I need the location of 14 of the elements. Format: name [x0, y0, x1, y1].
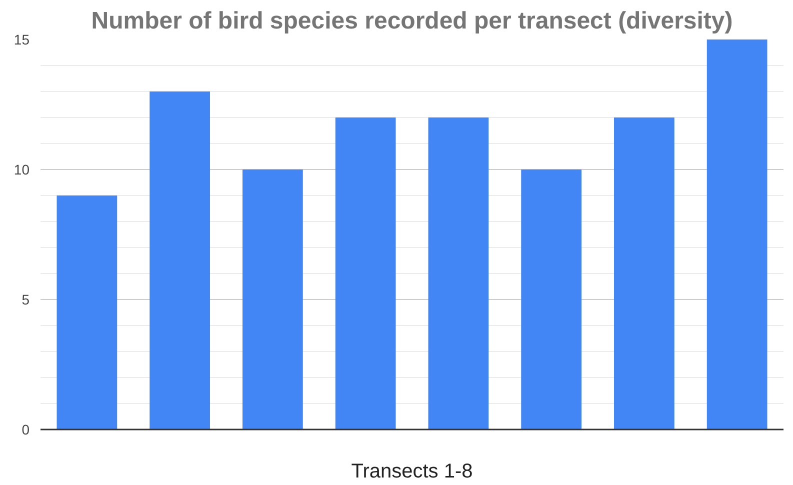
y-tick-label: 0: [22, 422, 30, 438]
chart-title: Number of bird species recorded per transect (diversity): [91, 8, 733, 34]
y-tick-label: 10: [14, 162, 30, 178]
bar: [56, 196, 118, 430]
bar: [242, 170, 303, 430]
bar: [150, 92, 210, 430]
bar: [428, 118, 489, 430]
y-tick-label: 5: [22, 292, 30, 308]
bar: [335, 118, 396, 430]
y-tick-label: 15: [14, 32, 30, 48]
bar: [706, 40, 768, 430]
bar: [614, 118, 674, 430]
x-axis-title: Transects 1-8: [351, 460, 473, 482]
bar: [521, 170, 582, 430]
